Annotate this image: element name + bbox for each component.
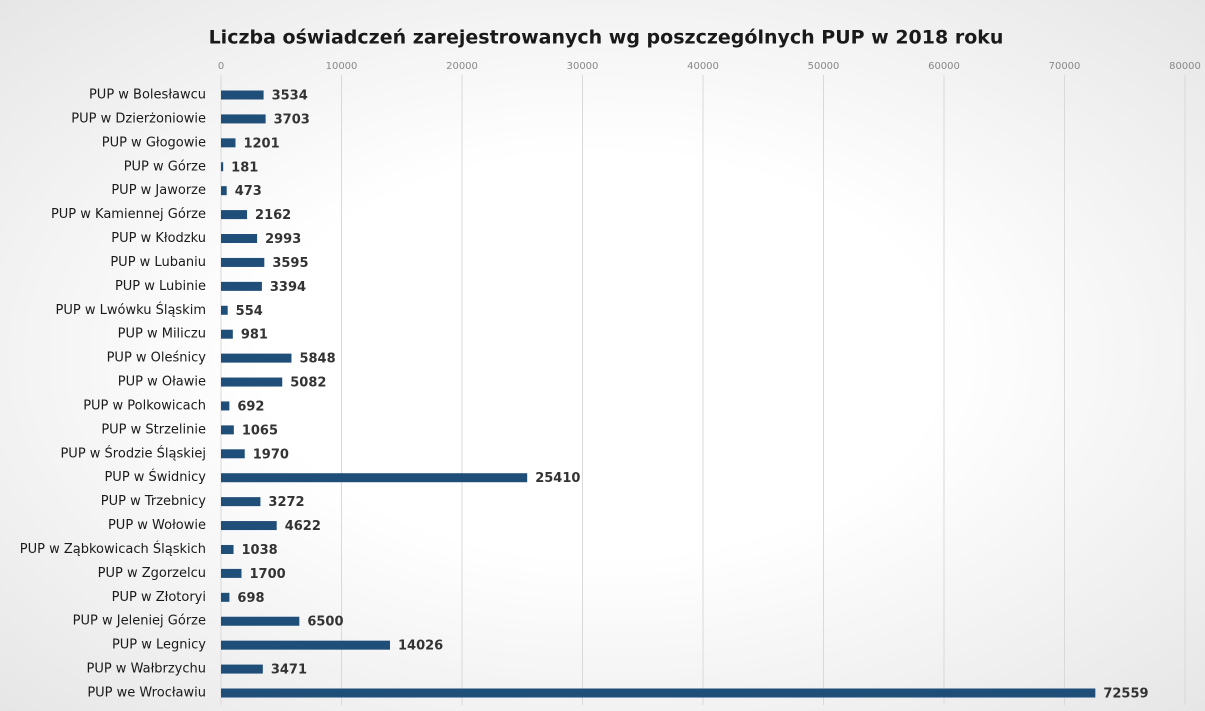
bar [221, 425, 234, 435]
x-tick-label: 0 [218, 61, 224, 72]
bar [221, 592, 230, 602]
x-tick-label: 10000 [326, 61, 358, 72]
bar [221, 257, 265, 267]
y-tick-label: PUP w Miliczu [118, 327, 206, 342]
bar [221, 568, 242, 578]
bar [221, 90, 264, 100]
y-tick-label: PUP w Trzebnicy [101, 494, 207, 509]
bar [221, 210, 248, 220]
bar [221, 449, 245, 459]
data-label: 25410 [535, 471, 580, 486]
y-tick-label: PUP w Zgorzelcu [98, 566, 206, 581]
data-label: 1065 [242, 423, 278, 438]
data-label: 5082 [290, 376, 326, 391]
y-tick-label: PUP w Głogowie [102, 135, 206, 150]
y-tick-label: PUP w Środzie Śląskiej [60, 445, 206, 461]
bar [221, 473, 528, 483]
data-label: 1201 [243, 136, 279, 151]
data-label: 473 [235, 184, 262, 199]
y-tick-label: PUP w Wołowie [108, 518, 206, 533]
data-label: 1038 [242, 543, 278, 558]
bar [221, 664, 263, 674]
bar [221, 521, 277, 531]
x-tick-label: 70000 [1049, 61, 1081, 72]
y-tick-label: PUP w Wałbrzychu [86, 662, 206, 677]
data-label: 72559 [1103, 687, 1148, 702]
data-label: 981 [241, 328, 268, 343]
x-tick-label: 20000 [446, 61, 478, 72]
bar [221, 401, 230, 411]
data-label: 554 [236, 304, 263, 319]
chart-title: Liczba oświadczeń zarejestrowanych wg po… [209, 27, 1004, 49]
data-label: 698 [237, 591, 264, 606]
y-tick-label: PUP w Świdnicy [104, 469, 206, 485]
y-tick-label: PUP w Lubaniu [110, 255, 206, 270]
x-tick-label: 80000 [1169, 61, 1201, 72]
bar [221, 353, 292, 363]
bar [221, 162, 224, 172]
y-tick-label: PUP w Jaworze [111, 183, 206, 198]
data-label: 3534 [272, 89, 308, 104]
x-tick-label: 50000 [808, 61, 840, 72]
data-label: 3394 [270, 280, 306, 295]
data-label: 3471 [271, 663, 307, 678]
bar [221, 305, 228, 315]
bar [221, 281, 262, 291]
y-tick-label: PUP w Polkowicach [83, 398, 206, 413]
y-tick-label: PUP w Oleśnicy [107, 351, 207, 366]
bar [221, 114, 266, 124]
data-label: 3703 [274, 112, 310, 127]
x-tick-label: 30000 [567, 61, 599, 72]
y-tick-label: PUP w Jeleniej Górze [73, 614, 206, 629]
y-tick-label: PUP w Złotoryi [112, 590, 206, 605]
data-label: 3595 [272, 256, 308, 271]
bar [221, 186, 227, 196]
y-tick-label: PUP w Bolesławcu [89, 88, 206, 103]
data-label: 1970 [253, 447, 289, 462]
y-tick-label: PUP we Wrocławiu [87, 686, 206, 701]
data-label: 2993 [265, 232, 301, 247]
y-tick-label: PUP w Lubinie [115, 279, 206, 294]
data-label: 3272 [268, 495, 304, 510]
data-label: 181 [231, 160, 258, 175]
bar [221, 138, 236, 148]
bar [221, 377, 283, 387]
bar [221, 688, 1096, 698]
data-label: 692 [237, 399, 264, 414]
y-tick-label: PUP w Oławie [118, 375, 206, 390]
data-label: 1700 [249, 567, 285, 582]
y-tick-label: PUP w Ząbkowicach Śląskich [20, 541, 206, 557]
data-label: 2162 [255, 208, 291, 223]
bar [221, 234, 258, 244]
x-tick-label: 40000 [687, 61, 719, 72]
y-tick-label: PUP w Dzierżoniowie [71, 111, 206, 126]
data-label: 5848 [299, 352, 335, 367]
bar [221, 544, 234, 554]
y-tick-label: PUP w Legnicy [112, 638, 206, 653]
y-tick-label: PUP w Strzelinie [101, 422, 206, 437]
y-tick-label: PUP w Górze [124, 159, 206, 174]
bar [221, 616, 300, 626]
bar [221, 640, 391, 650]
x-tick-label: 60000 [928, 61, 960, 72]
y-tick-label: PUP w Kamiennej Górze [51, 207, 206, 222]
y-tick-label: PUP w Lwówku Śląskim [56, 302, 206, 318]
y-tick-label: PUP w Kłodzku [111, 231, 206, 246]
data-label: 6500 [307, 615, 343, 630]
data-label: 14026 [398, 639, 443, 654]
data-label: 4622 [285, 519, 321, 534]
bar [221, 497, 261, 507]
bar [221, 329, 233, 339]
